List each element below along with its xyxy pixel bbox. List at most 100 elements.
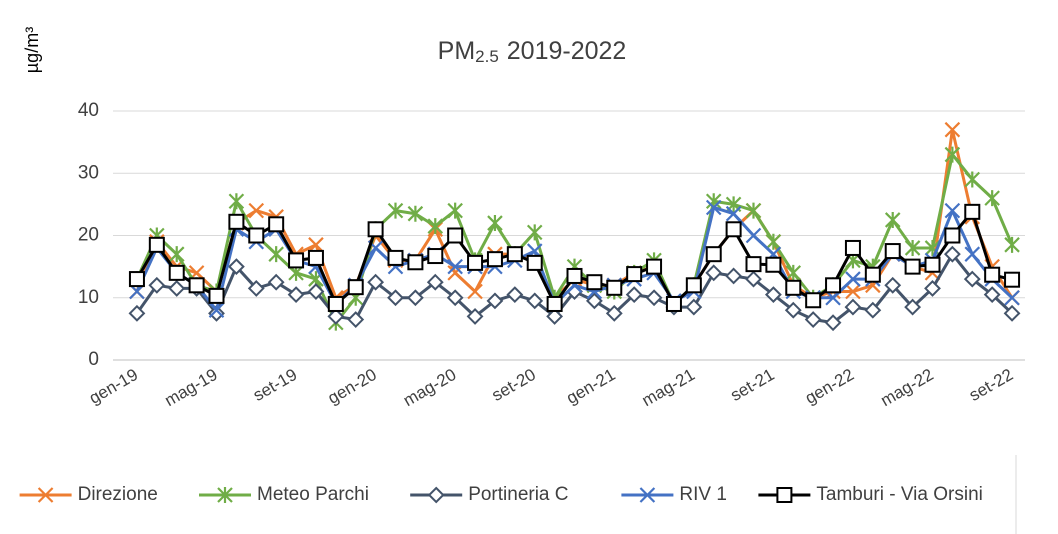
data-point (705, 246, 722, 263)
legend-label: Meteo Parchi (257, 484, 369, 505)
data-point (785, 264, 802, 281)
x-tick-label: mag-20 (400, 365, 459, 410)
legend-marker (427, 486, 445, 504)
data-point (466, 308, 484, 325)
data-point (825, 277, 842, 294)
legend-marker (639, 487, 656, 503)
data-point (884, 276, 902, 294)
data-point (307, 249, 324, 266)
x-tick-label: set-19 (250, 365, 300, 405)
data-point (248, 202, 265, 219)
data-point (268, 216, 285, 233)
y-tick-label: 20 (78, 225, 99, 246)
data-point (904, 239, 921, 256)
data-point (784, 301, 802, 319)
data-point (247, 279, 265, 297)
data-point (387, 249, 404, 266)
data-point (745, 227, 762, 244)
data-point (427, 218, 444, 235)
data-point (705, 264, 723, 282)
data-point (944, 202, 961, 219)
data-point (765, 233, 782, 250)
data-point (128, 304, 146, 322)
data-point (805, 292, 822, 309)
data-point (904, 298, 922, 316)
data-point (227, 258, 245, 276)
data-point (546, 308, 564, 325)
data-point (526, 224, 543, 241)
x-tick-label: mag-19 (161, 365, 220, 410)
x-tick-label: set-20 (489, 365, 539, 405)
legend-label: Tamburi - Via Orsini (816, 484, 982, 505)
data-point (208, 302, 225, 318)
data-point (944, 227, 961, 244)
data-point (964, 246, 981, 262)
data-point (1004, 236, 1020, 253)
data-point (327, 295, 344, 312)
data-point (864, 301, 882, 319)
data-point (785, 279, 802, 296)
data-point (447, 265, 463, 281)
data-point (308, 237, 324, 253)
data-point (327, 308, 345, 325)
data-point (208, 304, 225, 322)
data-point (307, 283, 325, 300)
data-point (685, 298, 703, 316)
x-tick-label: gen-22 (802, 365, 857, 408)
data-point (268, 246, 284, 263)
data-point (646, 258, 663, 275)
x-tick-label: set-21 (727, 365, 777, 405)
legend-label: RIV 1 (679, 484, 727, 505)
data-point (546, 295, 563, 312)
data-point (725, 267, 743, 285)
data-point (764, 286, 782, 304)
data-point (288, 252, 305, 269)
data-point (446, 289, 464, 307)
data-point (963, 270, 981, 288)
y-tick-label: 10 (78, 287, 99, 308)
data-point (626, 266, 643, 283)
data-point (287, 286, 305, 304)
data-point (526, 254, 543, 271)
data-point (924, 256, 941, 273)
data-point (845, 283, 861, 300)
data-point (645, 289, 663, 307)
data-point (745, 256, 762, 273)
x-tick-label: set-22 (966, 365, 1016, 405)
x-tick-label: gen-19 (86, 365, 141, 408)
data-point (367, 273, 385, 291)
data-point (884, 211, 901, 228)
data-point (526, 292, 544, 310)
data-point (407, 205, 424, 222)
data-point (228, 213, 245, 230)
title-sub: 2.5 (475, 47, 499, 66)
y-tick-label: 0 (88, 349, 99, 370)
data-point (605, 304, 623, 322)
x-tick-label: gen-21 (563, 365, 618, 408)
data-point (168, 246, 185, 263)
data-point (625, 286, 643, 304)
data-point (128, 271, 145, 288)
y-axis-label: µg/m³ (22, 27, 42, 73)
data-point (1003, 304, 1021, 322)
data-point (725, 205, 742, 222)
data-point (486, 251, 503, 268)
data-point (367, 221, 384, 238)
data-point (427, 248, 444, 265)
data-point (347, 279, 364, 296)
data-point (228, 193, 245, 210)
legend-label: Direzione (78, 484, 158, 505)
x-tick-label: mag-22 (877, 365, 936, 410)
data-point (486, 292, 504, 310)
data-point (248, 227, 265, 244)
data-point (387, 202, 404, 219)
data-point (884, 243, 901, 260)
data-point (745, 202, 762, 219)
series (128, 245, 1021, 332)
data-point (964, 171, 981, 188)
data-point (148, 236, 165, 253)
data-point (467, 254, 484, 271)
title-rest: 2019-2022 (507, 37, 627, 65)
y-tick-label: 30 (78, 162, 99, 183)
